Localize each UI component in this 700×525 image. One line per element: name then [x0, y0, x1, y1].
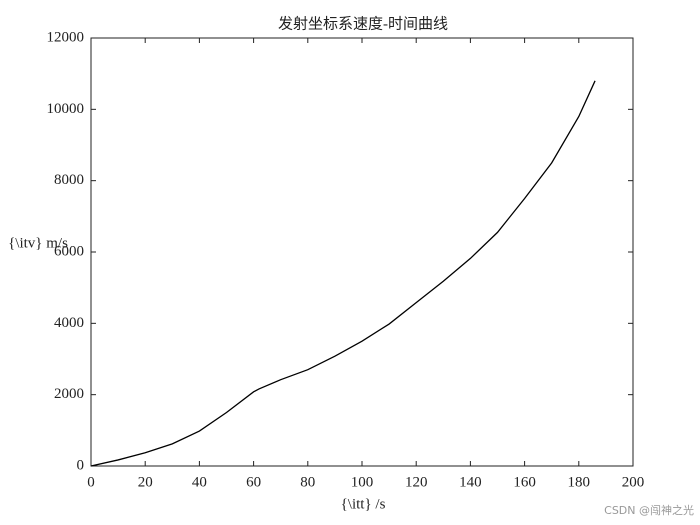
x-tick-label: 120 [405, 474, 428, 490]
data-line [90, 80, 596, 467]
y-tick-label: 12000 [47, 29, 85, 45]
x-tick-label: 40 [192, 474, 207, 490]
x-axis-label: {\itt} /s [341, 496, 386, 512]
x-tick-label: 140 [459, 474, 482, 490]
y-tick-label: 8000 [54, 172, 84, 188]
y-tick-label: 10000 [47, 101, 85, 117]
x-tick-label: 180 [568, 474, 591, 490]
y-tick-label: 6000 [54, 243, 84, 259]
x-tick-label: 20 [138, 474, 153, 490]
x-tick-label: 160 [513, 474, 536, 490]
x-tick-label: 60 [246, 474, 261, 490]
watermark: CSDN @闯神之光 [604, 503, 694, 517]
y-axis-label: {\itv} m/s [8, 235, 68, 251]
x-tick-label: 200 [622, 474, 645, 490]
chart-title: 发射坐标系速度-时间曲线 [278, 15, 448, 32]
y-tick-label: 2000 [54, 386, 84, 402]
y-tick-label: 0 [77, 457, 85, 473]
x-tick-label: 80 [300, 474, 315, 490]
x-tick-label: 0 [87, 474, 95, 490]
y-tick-label: 4000 [54, 315, 84, 331]
x-tick-label: 100 [351, 474, 374, 490]
